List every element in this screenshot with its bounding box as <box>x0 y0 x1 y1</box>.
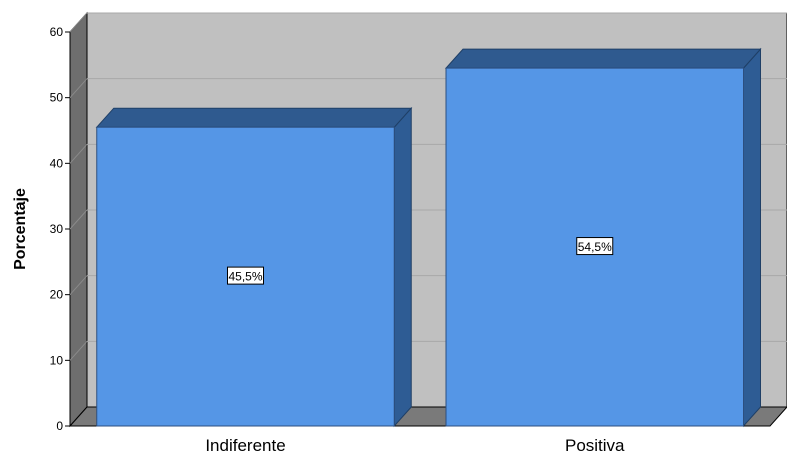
gridline-wall <box>69 209 88 230</box>
y-tick-label: 0 <box>56 419 63 433</box>
bar-side <box>743 47 761 428</box>
data-label-box <box>576 237 614 256</box>
gridline-wall <box>69 340 88 361</box>
y-tick-label: 40 <box>50 156 64 170</box>
data-label-box <box>227 266 264 285</box>
gridline-wall <box>69 12 88 33</box>
y-axis: 0 10 20 30 40 50 60 <box>50 25 70 433</box>
y-tick-label: 30 <box>50 222 64 236</box>
y-tick-label: 60 <box>50 25 64 39</box>
x-category-label: Positiva <box>565 436 625 453</box>
x-axis: Indiferente Positiva <box>205 436 625 453</box>
bars: 45,5% 54,5% <box>95 47 762 428</box>
x-category-label: Indiferente <box>205 436 285 453</box>
gridline-wall <box>69 275 88 296</box>
y-tick-label: 10 <box>50 353 64 367</box>
gridline-wall <box>69 78 88 99</box>
bar-top <box>444 48 762 69</box>
y-axis-label: Porcentaje <box>12 188 29 270</box>
y-tick-label: 20 <box>50 288 64 302</box>
data-label: 54,5% <box>578 240 612 254</box>
bar-top <box>95 107 413 128</box>
y-tick-label: 50 <box>50 91 64 105</box>
gridline-wall <box>69 143 88 164</box>
bar-side <box>393 106 412 428</box>
data-label: 45,5% <box>228 270 262 284</box>
